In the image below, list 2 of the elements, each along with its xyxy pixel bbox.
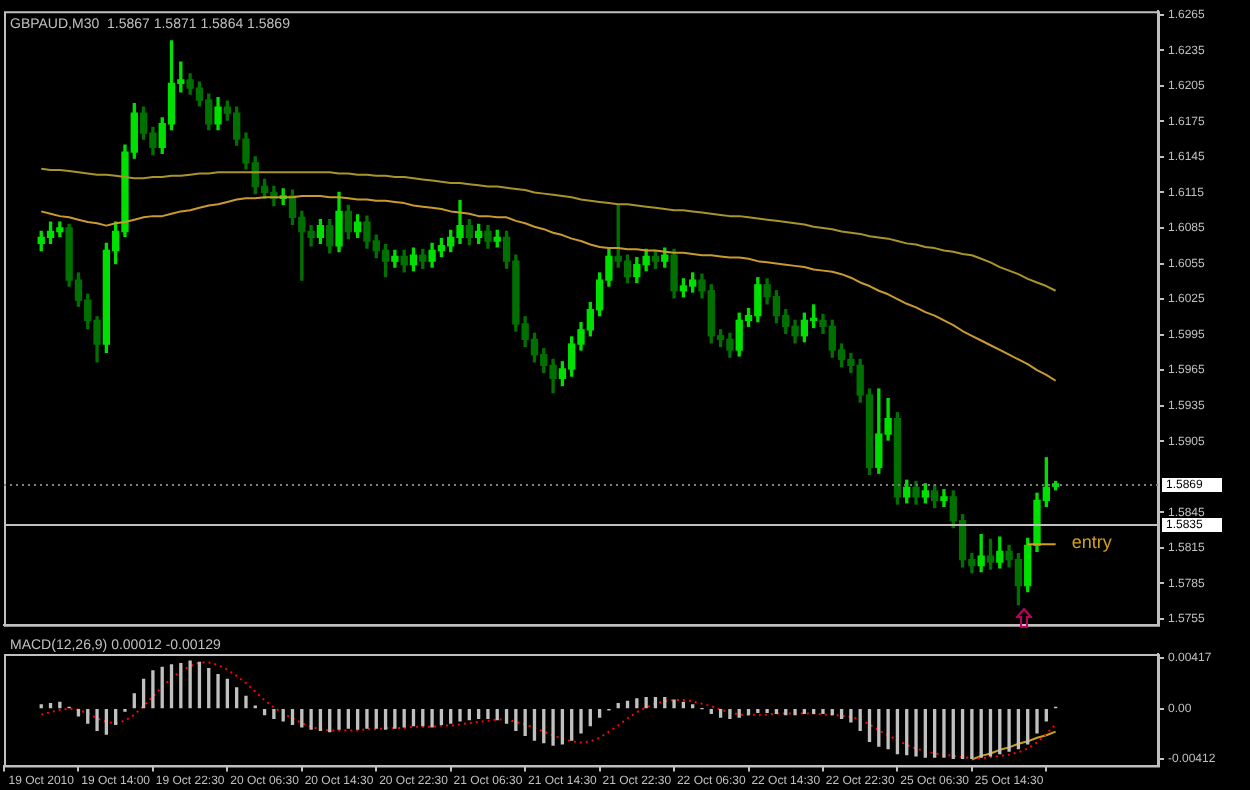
text: entry	[1071, 532, 1113, 553]
line-series	[40, 661, 1057, 760]
